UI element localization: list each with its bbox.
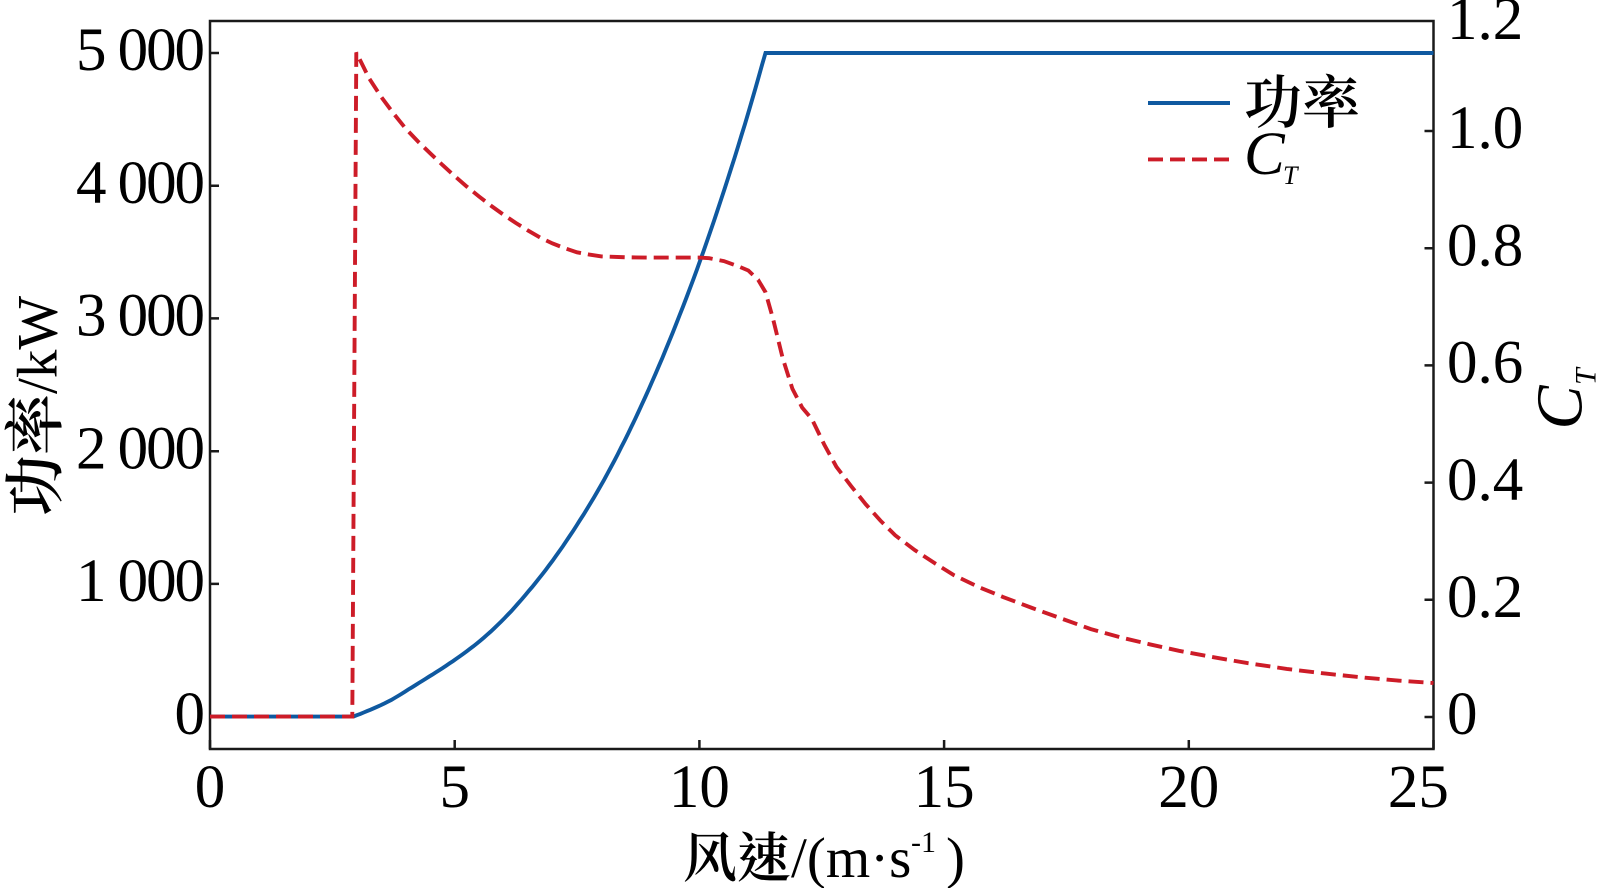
svg-text:): ) [946, 827, 965, 888]
svg-text:/kW: /kW [7, 296, 70, 394]
svg-text:1 000: 1 000 [76, 548, 205, 615]
svg-text:-1: -1 [911, 826, 936, 859]
svg-text:T: T [1283, 161, 1299, 190]
svg-text:5 000: 5 000 [76, 17, 205, 84]
svg-text:0: 0 [175, 681, 206, 748]
svg-text:0: 0 [1447, 681, 1478, 748]
svg-text:5: 5 [439, 754, 470, 821]
svg-text:15: 15 [914, 754, 975, 821]
svg-text:/(m·s: /(m·s [791, 827, 911, 888]
svg-text:10: 10 [669, 754, 730, 821]
svg-text:C: C [1524, 385, 1597, 430]
svg-text:0.2: 0.2 [1447, 564, 1523, 631]
svg-text:0.4: 0.4 [1447, 447, 1523, 514]
svg-text:20: 20 [1158, 754, 1219, 821]
svg-text:1.2: 1.2 [1447, 0, 1523, 53]
svg-text:C: C [1244, 121, 1286, 188]
svg-text:1.0: 1.0 [1447, 95, 1523, 162]
svg-text:0.6: 0.6 [1447, 330, 1523, 397]
svg-text:25: 25 [1388, 754, 1449, 821]
svg-text:3 000: 3 000 [76, 283, 205, 350]
svg-text:0.8: 0.8 [1447, 212, 1523, 279]
svg-text:T: T [1570, 366, 1600, 385]
svg-text:2 000: 2 000 [76, 415, 205, 482]
svg-text:4 000: 4 000 [76, 150, 205, 217]
svg-text:0: 0 [195, 754, 226, 821]
